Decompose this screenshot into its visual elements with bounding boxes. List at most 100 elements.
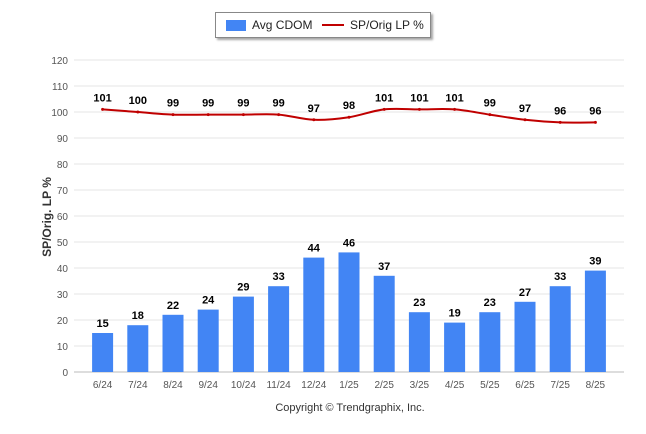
bar-data-label: 33 bbox=[272, 271, 284, 283]
bar bbox=[162, 314, 184, 372]
bar bbox=[338, 252, 360, 372]
line-data-label: 100 bbox=[129, 95, 147, 107]
y-tick-label: 20 bbox=[57, 316, 69, 327]
bar bbox=[303, 257, 325, 372]
y-tick-labels: 0 10 20 30 40 50 60 70 80 90 100 110 120 bbox=[51, 56, 68, 379]
legend-line-label: SP/Orig LP % bbox=[350, 18, 424, 32]
x-tick-label: 9/24 bbox=[198, 380, 218, 391]
bar-data-label: 27 bbox=[519, 287, 531, 299]
line-series bbox=[101, 107, 597, 124]
legend-item-bar[interactable]: Avg CDOM bbox=[226, 13, 312, 37]
x-tick-label: 10/24 bbox=[231, 380, 256, 391]
y-tick-label: 80 bbox=[57, 160, 69, 171]
copyright-credit: Copyright © Trendgraphix, Inc. bbox=[275, 402, 425, 414]
legend-bar-label: Avg CDOM bbox=[252, 18, 313, 32]
bar-data-label: 22 bbox=[167, 300, 179, 312]
x-tick-label: 5/25 bbox=[480, 380, 500, 391]
bar bbox=[232, 296, 254, 372]
y-tick-label: 110 bbox=[52, 82, 68, 93]
line-data-label: 101 bbox=[375, 92, 393, 104]
x-tick-label: 4/25 bbox=[445, 380, 465, 391]
bar bbox=[408, 312, 430, 372]
bar bbox=[373, 275, 395, 372]
x-tick-label: 12/24 bbox=[301, 380, 326, 391]
x-tick-label: 1/25 bbox=[339, 380, 359, 391]
x-tick-label: 2/25 bbox=[374, 380, 394, 391]
x-tick-label: 8/24 bbox=[163, 380, 183, 391]
x-tick-label: 11/24 bbox=[266, 380, 291, 391]
x-tick-labels: 6/24 7/24 8/24 9/24 10/24 11/24 12/24 1/25 2/25 3… bbox=[93, 380, 606, 391]
line-data-label: 99 bbox=[202, 98, 214, 110]
bar bbox=[127, 325, 149, 372]
bar-data-label: 18 bbox=[132, 310, 144, 322]
line-point bbox=[453, 107, 457, 111]
bar bbox=[268, 286, 290, 372]
x-tick-label: 6/25 bbox=[515, 380, 535, 391]
line-data-label: 96 bbox=[589, 105, 601, 117]
x-tick-label: 7/25 bbox=[550, 380, 570, 391]
line-point bbox=[312, 118, 316, 122]
line-point bbox=[593, 120, 597, 124]
legend-bar-swatch bbox=[226, 19, 246, 31]
y-tick-label: 60 bbox=[57, 212, 69, 223]
bar bbox=[584, 270, 606, 372]
legend: Avg CDOM SP/Orig LP % bbox=[215, 12, 431, 38]
line-point bbox=[206, 113, 210, 117]
bar-data-label: 29 bbox=[237, 282, 249, 294]
y-tick-label: 100 bbox=[51, 108, 68, 119]
line-data-label: 101 bbox=[410, 92, 428, 104]
line-point bbox=[347, 115, 351, 119]
line-point bbox=[382, 107, 386, 111]
bar bbox=[514, 301, 536, 372]
bar-data-label: 24 bbox=[202, 295, 215, 307]
y-tick-label: 30 bbox=[57, 290, 69, 301]
y-tick-label: 10 bbox=[57, 342, 69, 353]
bar bbox=[197, 309, 219, 372]
y-tick-label: 40 bbox=[57, 264, 69, 275]
bar-series bbox=[92, 252, 606, 372]
line-point bbox=[241, 113, 245, 117]
bar-data-label: 39 bbox=[589, 256, 601, 268]
bar-data-label: 46 bbox=[343, 237, 355, 249]
y-tick-label: 0 bbox=[62, 368, 68, 379]
line-point bbox=[488, 113, 492, 117]
bar-data-labels: 15 18 22 24 29 33 44 46 37 23 19 23 27 33 39 bbox=[96, 237, 601, 330]
line-point bbox=[558, 120, 562, 124]
line-data-labels: 101 100 99 99 99 99 97 98 101 101 101 99 97 96 96 bbox=[93, 92, 601, 117]
y-tick-label: 120 bbox=[51, 56, 68, 67]
line-data-label: 99 bbox=[484, 98, 496, 110]
bar-data-label: 19 bbox=[448, 308, 460, 320]
line-data-label: 99 bbox=[167, 98, 179, 110]
x-tick-label: 7/24 bbox=[128, 380, 148, 391]
x-tick-label: 6/24 bbox=[93, 380, 113, 391]
line-point bbox=[523, 118, 527, 122]
line-data-label: 97 bbox=[308, 103, 320, 115]
line-data-label: 101 bbox=[93, 92, 111, 104]
y-tick-label: 70 bbox=[57, 186, 69, 197]
legend-line-swatch bbox=[322, 24, 344, 26]
line-point bbox=[171, 113, 175, 117]
bar bbox=[92, 333, 114, 372]
bar-data-label: 33 bbox=[554, 271, 566, 283]
y-axis-title: SP/Orig. LP % bbox=[40, 177, 54, 257]
bar-data-label: 23 bbox=[484, 297, 496, 309]
bar bbox=[479, 312, 501, 372]
y-tick-label: 50 bbox=[57, 238, 69, 249]
line-point bbox=[136, 110, 140, 114]
line-point bbox=[277, 113, 281, 117]
line-data-label: 99 bbox=[272, 98, 284, 110]
line-data-label: 96 bbox=[554, 105, 566, 117]
line-data-label: 99 bbox=[237, 98, 249, 110]
line-point bbox=[101, 107, 105, 111]
line-data-label: 97 bbox=[519, 103, 531, 115]
bar-data-label: 15 bbox=[96, 318, 108, 330]
line-data-label: 98 bbox=[343, 100, 355, 112]
bar bbox=[444, 322, 466, 372]
line-point bbox=[417, 107, 421, 111]
bar-data-label: 23 bbox=[413, 297, 425, 309]
x-tick-label: 3/25 bbox=[410, 380, 430, 391]
legend-item-line[interactable]: SP/Orig LP % bbox=[322, 13, 424, 37]
bar-data-label: 37 bbox=[378, 261, 390, 273]
y-tick-label: 90 bbox=[57, 134, 69, 145]
